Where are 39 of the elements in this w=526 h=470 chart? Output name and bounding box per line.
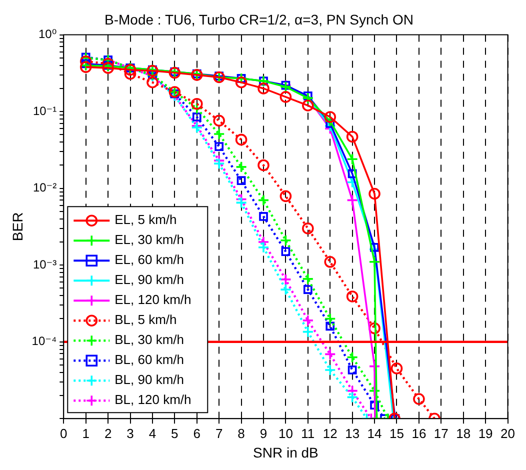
x-tick-label: 1	[82, 426, 90, 441]
y-tick-label: 10⁰	[38, 27, 57, 42]
legend-label: EL, 60 km/h	[114, 252, 184, 268]
x-tick-label: 17	[434, 426, 448, 441]
legend-label: EL, 90 km/h	[114, 272, 184, 288]
x-tick-label: 5	[171, 426, 178, 441]
legend-label: EL, 30 km/h	[114, 232, 184, 248]
chart-title: B-Mode : TU6, Turbo CR=1/2, α=3, PN Synch ON	[104, 11, 414, 28]
x-tick-label: 8	[238, 426, 245, 441]
x-tick-label: 11	[301, 426, 315, 441]
x-tick-label: 16	[412, 426, 426, 441]
y-tick-label: 10⁻³	[32, 257, 57, 272]
legend-label: BL, 120 km/h	[114, 392, 192, 408]
y-tick-label: 10⁻⁴	[32, 334, 57, 348]
x-tick-label: 6	[193, 426, 200, 441]
x-tick-label: 10	[278, 426, 293, 441]
x-tick-label: 0	[60, 426, 68, 441]
y-axis-title: BER	[9, 212, 26, 242]
legend-label: BL, 60 km/h	[114, 352, 184, 368]
x-tick-label: 15	[390, 426, 404, 441]
x-tick-label: 7	[215, 426, 223, 441]
x-axis-title: SNR in dB	[253, 444, 318, 460]
x-tick-label: 12	[322, 426, 338, 441]
legend-label: EL, 120 km/h	[114, 292, 192, 308]
y-tick-label: 10⁻¹	[32, 104, 57, 118]
x-tick-label: 20	[500, 426, 516, 441]
x-tick-label: 9	[260, 426, 268, 441]
x-tick-label: 18	[456, 426, 471, 441]
legend-label: EL, 5 km/h	[114, 212, 177, 228]
legend-label: BL, 90 km/h	[114, 372, 184, 388]
x-tick-label: 19	[478, 426, 493, 441]
x-tick-label: 4	[148, 426, 156, 441]
x-tick-label: 14	[367, 426, 382, 441]
x-tick-label: 13	[345, 426, 360, 441]
legend-label: BL, 30 km/h	[114, 332, 184, 348]
y-tick-label: 10⁻²	[32, 180, 57, 195]
legend-label: BL, 5 km/h	[114, 312, 177, 328]
x-tick-label: 3	[126, 426, 134, 441]
x-tick-label: 2	[104, 426, 112, 441]
